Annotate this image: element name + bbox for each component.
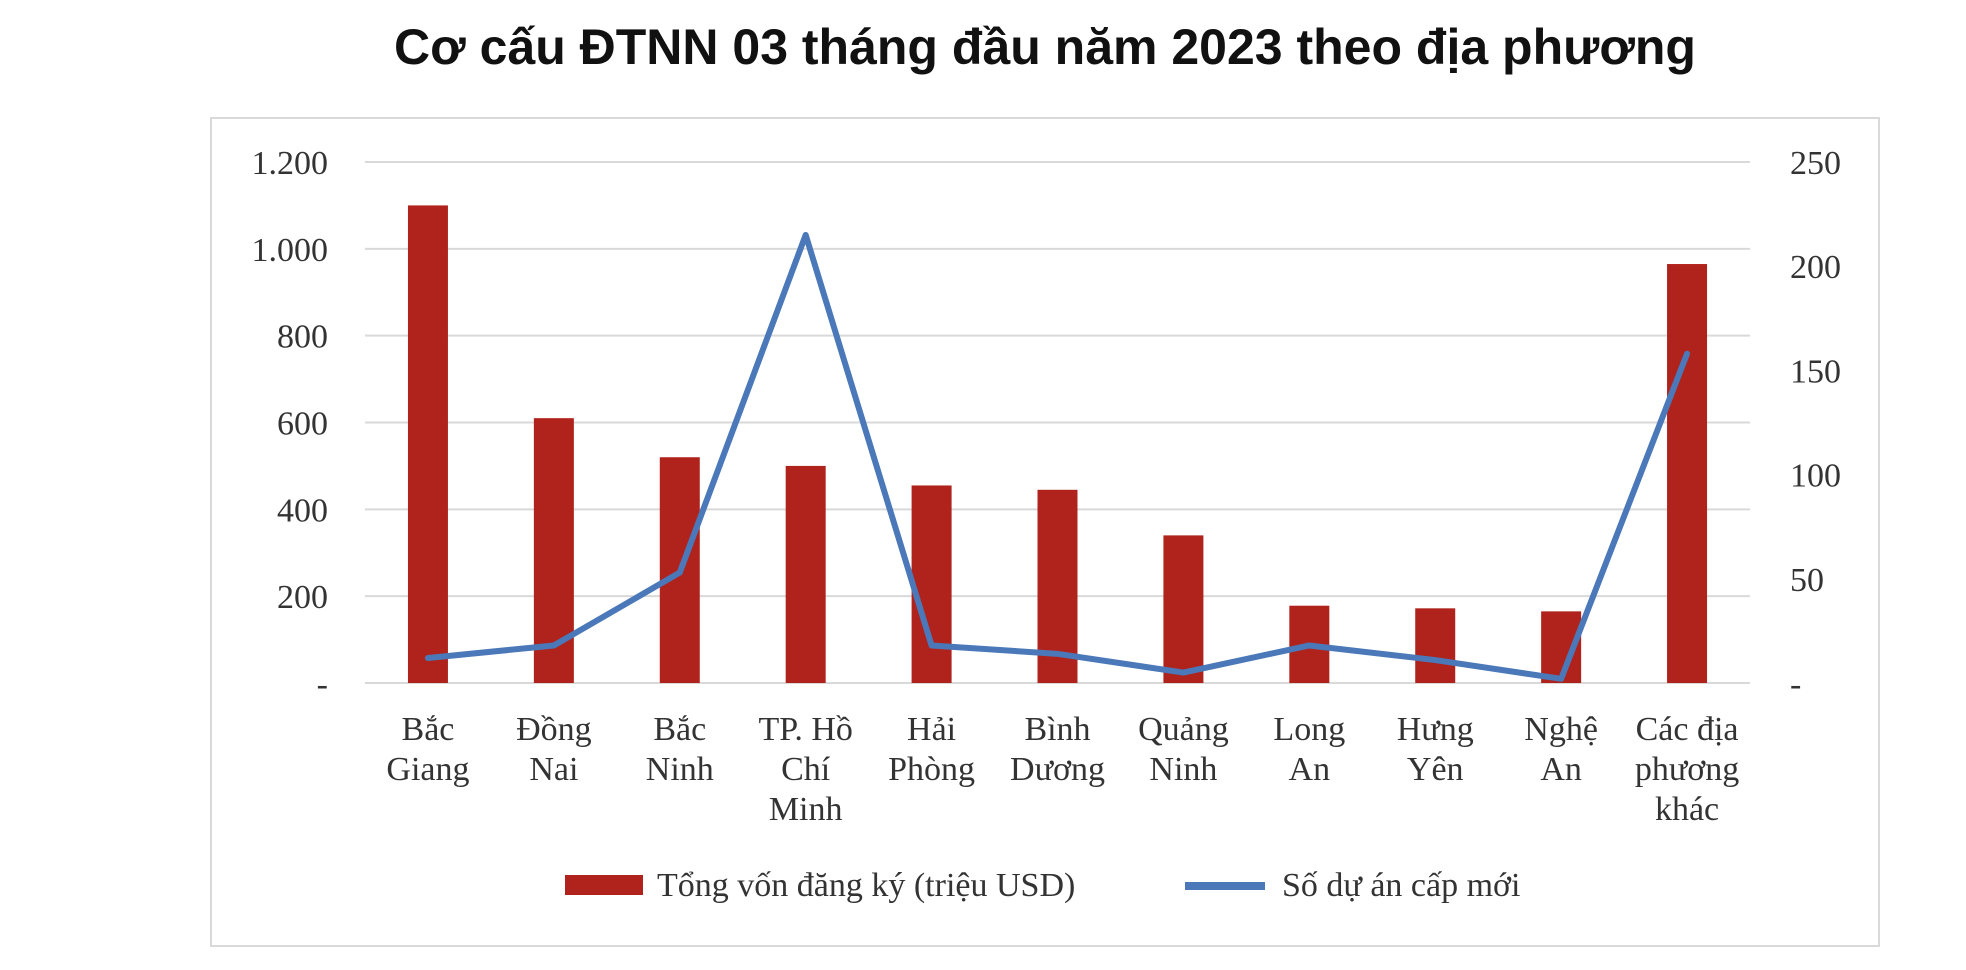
- category-label: Yên: [1407, 751, 1464, 788]
- line-point: [1560, 677, 1563, 680]
- category-label: Các địa: [1636, 711, 1739, 748]
- category-label: An: [1289, 751, 1331, 788]
- category-label: An: [1540, 751, 1582, 788]
- right-tick-label: 50: [1790, 562, 1824, 599]
- left-tick-label: 600: [277, 406, 328, 443]
- category-label: Dương: [1010, 751, 1105, 788]
- line-point: [1182, 671, 1185, 674]
- legend: Tổng vốn đăng ký (triệu USD) Số dự án cấ…: [565, 867, 1520, 904]
- category-label: Nghệ: [1524, 711, 1598, 748]
- category-label: Giang: [386, 751, 469, 788]
- left-tick-label: 800: [277, 319, 328, 356]
- line-point: [1434, 659, 1437, 662]
- left-tick-label: 400: [277, 492, 328, 529]
- right-tick-label: 150: [1790, 353, 1841, 390]
- right-tick-label: 200: [1790, 249, 1841, 286]
- line-series: [424, 231, 1691, 682]
- category-label: Chí: [781, 751, 831, 788]
- category-label: Hưng: [1397, 711, 1474, 748]
- bar: [1415, 608, 1456, 683]
- category-label: Phòng: [888, 751, 975, 788]
- bar: [407, 205, 448, 683]
- legend-label-line: Số dự án cấp mới: [1282, 867, 1520, 904]
- category-label: TP. Hồ: [758, 711, 852, 748]
- line-point: [426, 656, 429, 659]
- line-point: [930, 644, 933, 647]
- category-label: Ninh: [1149, 751, 1217, 788]
- bar: [1163, 535, 1204, 683]
- right-axis-ticks: - 50 100 150 200 250: [1790, 145, 1841, 703]
- line-point: [552, 644, 555, 647]
- left-tick-label: -: [317, 666, 328, 703]
- left-tick-label: 1.000: [252, 232, 329, 269]
- line-point: [804, 233, 807, 236]
- category-label: khác: [1655, 791, 1719, 828]
- category-label: Ninh: [646, 751, 714, 788]
- right-tick-label: 250: [1790, 145, 1841, 182]
- left-tick-label: 200: [277, 579, 328, 616]
- line-point: [1686, 352, 1689, 355]
- category-label: Bắc: [653, 711, 706, 748]
- line-point: [678, 571, 681, 574]
- category-label: phương: [1635, 751, 1739, 788]
- bar: [1667, 264, 1708, 683]
- right-tick-label: -: [1790, 666, 1801, 703]
- category-label: Đồng: [516, 711, 592, 748]
- bar: [785, 465, 826, 683]
- category-label: Bắc: [402, 711, 455, 748]
- chart-title: Cơ cấu ĐTNN 03 tháng đầu năm 2023 theo đ…: [394, 19, 1696, 75]
- category-label: Hải: [907, 711, 956, 748]
- category-label: Bình: [1024, 711, 1090, 748]
- right-tick-label: 100: [1790, 458, 1841, 495]
- left-axis-ticks: - 200 400 600 800 1.000 1.200: [252, 145, 329, 703]
- category-label: Quảng: [1138, 711, 1229, 748]
- category-label: Minh: [769, 791, 843, 828]
- category-label: Nai: [529, 751, 578, 788]
- left-tick-label: 1.200: [252, 145, 329, 182]
- category-label: Long: [1273, 711, 1345, 748]
- line-point: [1056, 652, 1059, 655]
- bar-series: [407, 205, 1708, 683]
- line-point: [1308, 644, 1311, 647]
- legend-swatch-bar: [565, 875, 643, 895]
- bar: [911, 485, 952, 683]
- legend-label-bar: Tổng vốn đăng ký (triệu USD): [657, 867, 1075, 904]
